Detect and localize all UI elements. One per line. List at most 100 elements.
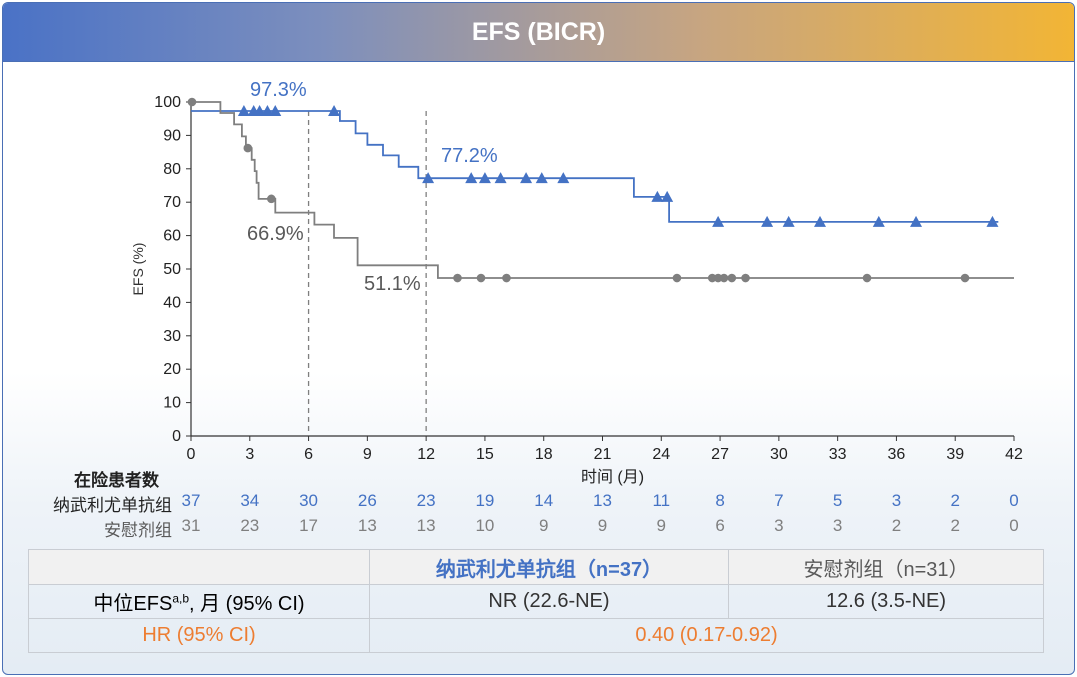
- y-tick-label: 0: [172, 428, 181, 445]
- censor-marker-treatment: [478, 172, 491, 184]
- censor-marker-treatment: [253, 105, 266, 117]
- series-line-treatment: [191, 110, 999, 223]
- risk-count-treatment: 26: [357, 491, 377, 510]
- risk-count-placebo: 9: [656, 516, 667, 535]
- censor-marker-treatment: [910, 215, 923, 227]
- risk-count-treatment: 2: [950, 491, 960, 510]
- censor-marker-treatment: [422, 172, 435, 184]
- risk-count-placebo: 13: [416, 516, 436, 535]
- risk-count-treatment: 19: [475, 491, 495, 510]
- risk-count-treatment: 7: [774, 491, 784, 510]
- censor-marker-treatment: [465, 172, 478, 184]
- x-tick-label: 18: [535, 446, 553, 463]
- x-tick-label: 39: [946, 446, 964, 463]
- risk-count-placebo: 23: [240, 516, 260, 535]
- risk-count-placebo: 0: [1009, 516, 1019, 535]
- x-tick-label: 3: [245, 446, 254, 463]
- risk-count-treatment: 5: [832, 491, 843, 510]
- x-tick-label: 42: [1005, 446, 1023, 463]
- risk-count-placebo: 9: [538, 516, 549, 535]
- risk-row-label-placebo: 安慰剂组: [104, 521, 172, 541]
- y-tick-label: 50: [163, 261, 181, 278]
- series-line-placebo: [191, 101, 1014, 279]
- median-efs-label-main: 中位EFS: [93, 593, 173, 615]
- summary-table: 纳武利尤单抗组（n=37） 安慰剂组（n=31） 中位EFSa,b, 月 (95…: [28, 549, 1044, 653]
- x-tick-label: 27: [711, 446, 729, 463]
- title-bar: EFS (BICR): [3, 3, 1074, 62]
- risk-table-title: 在险患者数: [74, 471, 159, 491]
- risk-count-treatment: 13: [593, 491, 612, 510]
- summary-header-placebo: 安慰剂组（n=31）: [728, 549, 1044, 585]
- censor-marker-treatment: [261, 105, 274, 117]
- median-efs-placebo: 12.6 (3.5-NE): [728, 584, 1044, 619]
- x-tick-label: 15: [476, 446, 494, 463]
- censor-marker-treatment: [269, 105, 282, 117]
- censor-marker-treatment: [761, 215, 774, 227]
- risk-count-placebo: 9: [597, 516, 608, 535]
- risk-count-placebo: 6: [715, 516, 725, 535]
- risk-count-treatment: 37: [181, 491, 201, 510]
- summary-header-row: 纳武利尤单抗组（n=37） 安慰剂组（n=31）: [28, 549, 1044, 585]
- x-tick-label: 36: [888, 446, 906, 463]
- median-efs-label-tail: , 月 (95% CI): [189, 593, 305, 615]
- censor-marker-treatment: [237, 105, 250, 117]
- censor-marker-treatment: [872, 215, 885, 227]
- risk-count-treatment: 8: [715, 491, 725, 510]
- x-tick-label: 24: [652, 446, 670, 463]
- censor-marker-treatment: [712, 215, 725, 227]
- median-efs-treatment: NR (22.6-NE): [369, 584, 729, 619]
- risk-count-treatment: 11: [652, 491, 671, 510]
- annotation-51-1pct: 51.1%: [364, 273, 421, 295]
- x-tick-label: 33: [829, 446, 847, 463]
- y-tick-label: 100: [154, 94, 181, 111]
- y-axis-label: EFS (%): [130, 243, 146, 296]
- censor-marker-placebo: [713, 273, 723, 283]
- censor-marker-placebo: [267, 194, 276, 204]
- risk-count-placebo: 3: [774, 516, 784, 535]
- annotation-66-9pct: 66.9%: [247, 223, 304, 245]
- censor-marker-treatment: [520, 172, 533, 184]
- risk-count-placebo: 13: [357, 516, 377, 535]
- censor-marker-placebo: [672, 273, 682, 283]
- x-tick-label: 30: [770, 446, 788, 463]
- censor-marker-treatment: [557, 172, 570, 184]
- censor-marker-placebo: [187, 97, 197, 107]
- annotation-77-2pct: 77.2%: [441, 145, 498, 167]
- censor-marker-placebo: [741, 273, 750, 283]
- y-tick-label: 60: [163, 228, 181, 245]
- censor-marker-placebo: [453, 273, 462, 283]
- risk-count-treatment: 30: [299, 491, 319, 510]
- risk-count-treatment: 23: [416, 491, 436, 510]
- summary-row-median: 中位EFSa,b, 月 (95% CI) NR (22.6-NE) 12.6 (…: [28, 584, 1044, 619]
- censor-marker-treatment: [328, 105, 341, 117]
- censor-marker-placebo: [727, 273, 737, 283]
- x-tick-label: 9: [363, 446, 372, 463]
- risk-count-placebo: 10: [475, 516, 495, 535]
- risk-count-treatment: 3: [891, 491, 902, 510]
- censor-marker-treatment: [651, 190, 664, 202]
- censor-marker-placebo: [862, 273, 872, 283]
- y-tick-label: 30: [163, 328, 181, 345]
- summary-header-treatment: 纳武利尤单抗组（n=37）: [369, 549, 729, 585]
- risk-count-treatment: 0: [1009, 491, 1019, 510]
- censor-marker-placebo: [719, 273, 729, 283]
- censor-marker-treatment: [986, 215, 999, 227]
- censor-marker-placebo: [960, 273, 970, 283]
- censor-marker-placebo: [707, 273, 717, 283]
- risk-count-placebo: 31: [181, 516, 201, 535]
- summary-row-hr: HR (95% CI) 0.40 (0.17-0.92): [28, 618, 1044, 653]
- x-axis-label: 时间 (月): [581, 468, 644, 486]
- annotation-97-3pct: 97.3%: [250, 79, 307, 101]
- y-tick-label: 40: [163, 294, 181, 311]
- median-efs-label: 中位EFSa,b, 月 (95% CI): [28, 584, 370, 619]
- y-tick-label: 10: [163, 395, 181, 412]
- x-tick-label: 21: [594, 446, 612, 463]
- y-tick-label: 20: [163, 361, 181, 378]
- risk-row-label-treatment: 纳武利尤单抗组: [53, 496, 172, 516]
- hr-label: HR (95% CI): [28, 618, 370, 653]
- censor-marker-placebo: [243, 143, 253, 153]
- x-tick-label: 6: [304, 446, 313, 463]
- risk-count-treatment: 34: [240, 491, 260, 510]
- censor-marker-placebo: [476, 273, 486, 283]
